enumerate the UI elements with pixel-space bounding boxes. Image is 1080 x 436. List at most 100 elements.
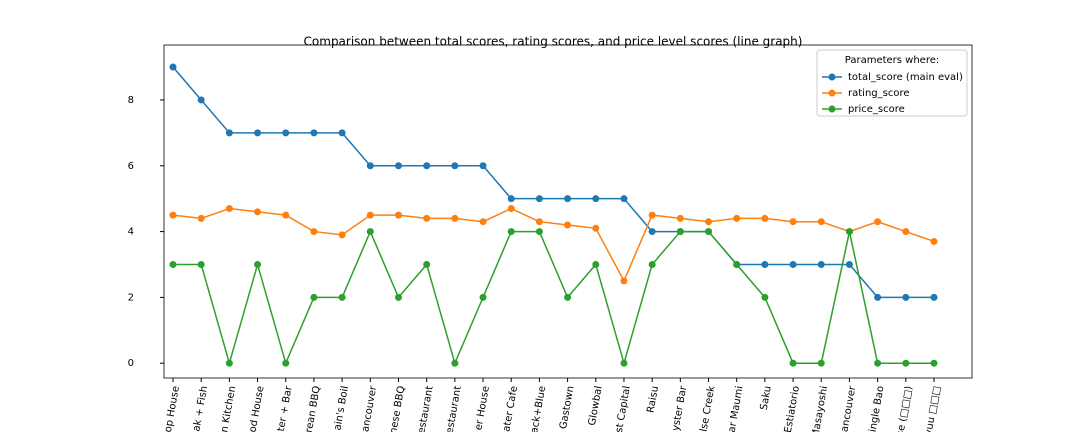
point bbox=[423, 260, 431, 268]
point bbox=[338, 129, 346, 137]
point bbox=[479, 293, 487, 301]
x-tick-label: Estiatorio bbox=[783, 385, 802, 432]
point bbox=[366, 228, 374, 236]
point bbox=[676, 214, 684, 222]
x-tick-label: er House bbox=[473, 385, 492, 431]
x-tick-label: ingle Bao bbox=[868, 385, 887, 432]
point bbox=[592, 260, 600, 268]
point bbox=[733, 260, 741, 268]
point bbox=[902, 293, 910, 301]
point bbox=[225, 129, 233, 137]
point bbox=[169, 211, 177, 219]
point bbox=[394, 162, 402, 170]
point bbox=[507, 228, 515, 236]
x-tick-label: od House bbox=[247, 385, 266, 432]
point bbox=[169, 260, 177, 268]
point bbox=[789, 359, 797, 367]
point bbox=[620, 277, 628, 285]
point bbox=[197, 260, 205, 268]
point bbox=[282, 359, 290, 367]
point bbox=[705, 228, 713, 236]
point bbox=[507, 205, 515, 213]
point bbox=[451, 162, 459, 170]
y-tick-label: 4 bbox=[128, 227, 134, 238]
point bbox=[761, 293, 769, 301]
point bbox=[902, 359, 910, 367]
point bbox=[761, 214, 769, 222]
point bbox=[197, 214, 205, 222]
x-tick-label: ater Cafe bbox=[501, 385, 520, 432]
chart-title: Comparison between total scores, rating … bbox=[304, 35, 803, 49]
point bbox=[789, 218, 797, 226]
point bbox=[761, 260, 769, 268]
point bbox=[817, 260, 825, 268]
y-tick-label: 8 bbox=[128, 95, 134, 106]
point bbox=[817, 218, 825, 226]
point bbox=[592, 195, 600, 203]
point bbox=[254, 260, 262, 268]
x-tick-label: Syuu □□□ bbox=[922, 385, 943, 432]
point bbox=[169, 63, 177, 71]
point bbox=[310, 129, 318, 137]
x-tick-label: ancouver bbox=[360, 384, 379, 432]
series-line bbox=[173, 229, 934, 366]
point bbox=[874, 293, 882, 301]
point bbox=[451, 214, 459, 222]
point bbox=[620, 359, 628, 367]
point bbox=[705, 218, 713, 226]
point bbox=[592, 224, 600, 232]
point bbox=[535, 195, 543, 203]
point bbox=[282, 129, 290, 137]
legend-frame bbox=[816, 49, 968, 117]
point bbox=[225, 359, 233, 367]
y-tick-label: 0 bbox=[128, 358, 134, 369]
legend: Parameters where: total_score (main eval)… bbox=[816, 49, 968, 117]
point bbox=[564, 221, 572, 229]
point bbox=[507, 195, 515, 203]
series-line bbox=[172, 207, 935, 283]
x-tick-label: Raisu bbox=[646, 385, 662, 414]
point bbox=[479, 162, 487, 170]
point bbox=[338, 293, 346, 301]
series-line bbox=[172, 66, 934, 299]
legend-title: Parameters where: bbox=[845, 55, 940, 66]
legend-marker bbox=[828, 105, 836, 113]
point bbox=[874, 359, 882, 367]
point bbox=[930, 359, 938, 367]
point bbox=[366, 162, 374, 170]
legend-label: rating_score bbox=[848, 88, 910, 99]
x-tick-label: use (□□□) bbox=[894, 385, 915, 432]
x-tick-label: yster Bar bbox=[670, 384, 689, 432]
point bbox=[874, 218, 882, 226]
point bbox=[225, 205, 233, 213]
legend-label: total_score (main eval) bbox=[848, 72, 963, 83]
x-tick-label: op House bbox=[163, 385, 182, 432]
point bbox=[789, 260, 797, 268]
point bbox=[648, 228, 656, 236]
point bbox=[451, 359, 459, 367]
point bbox=[366, 211, 374, 219]
x-tick-label: lse Creek bbox=[699, 385, 718, 432]
point bbox=[733, 214, 741, 222]
x-tick-label: ter + Bar bbox=[276, 384, 295, 432]
point bbox=[648, 211, 656, 219]
point bbox=[535, 228, 543, 236]
point bbox=[535, 218, 543, 226]
x-tick-label: nese BBQ bbox=[388, 385, 407, 432]
point bbox=[620, 195, 628, 203]
point bbox=[902, 228, 910, 236]
point bbox=[564, 293, 572, 301]
legend-marker bbox=[828, 73, 836, 81]
point bbox=[423, 162, 431, 170]
x-tick-label: Saku bbox=[759, 385, 774, 411]
point bbox=[394, 293, 402, 301]
x-tick-label: rean BBQ bbox=[304, 385, 323, 432]
x-tick-label: ack+Blue bbox=[529, 385, 548, 432]
x-tick-label: Masayoshi bbox=[810, 385, 830, 432]
point bbox=[197, 96, 205, 104]
point bbox=[254, 208, 262, 216]
legend-marker bbox=[828, 89, 836, 97]
point bbox=[817, 359, 825, 367]
point bbox=[564, 195, 572, 203]
